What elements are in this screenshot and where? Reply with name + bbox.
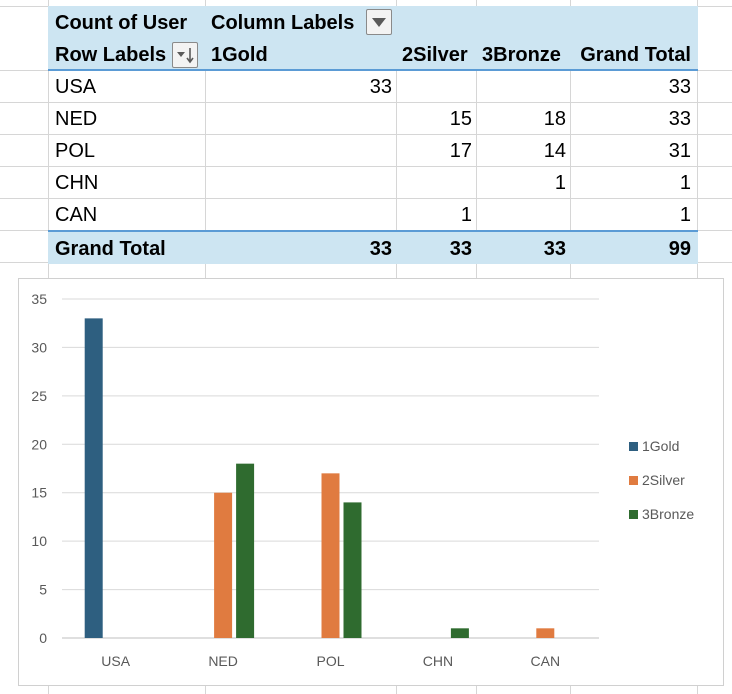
table-row: NED 15 18 33 (48, 102, 698, 134)
x-tick-label: CHN (423, 653, 453, 669)
table-row: CHN 1 1 (48, 166, 698, 198)
grand-total-label[interactable]: Grand Total (55, 238, 166, 260)
cell-gold[interactable] (205, 134, 392, 166)
cell-bronze[interactable] (476, 70, 566, 102)
cell-gold[interactable] (205, 198, 392, 230)
table-row: POL 17 14 31 (48, 134, 698, 166)
legend-swatch (629, 476, 638, 485)
legend-entry: 2Silver (642, 472, 685, 488)
table-row: USA 33 33 (48, 70, 698, 102)
col-header-silver[interactable]: 2Silver (402, 44, 468, 66)
row-label[interactable]: NED (55, 108, 98, 130)
column-labels-header[interactable]: Column Labels (211, 12, 355, 34)
cell-silver[interactable] (396, 166, 472, 198)
grand-total-divider (48, 230, 698, 232)
x-tick-label: POL (316, 653, 344, 669)
cell-gold[interactable]: 33 (369, 76, 392, 98)
row-label[interactable]: USA (55, 76, 97, 98)
x-tick-label: USA (101, 653, 130, 669)
legend-entry: 1Gold (642, 438, 679, 454)
chart-canvas: 0 5 10 15 20 25 30 35 USA NED POL CHN CAN 1Gold 2Silve… (31, 291, 694, 669)
col-header-grand-total[interactable]: Grand Total (580, 44, 691, 66)
cell-bronze[interactable]: 1 (554, 172, 566, 194)
bar-2silver (536, 628, 555, 638)
grand-total-gold[interactable]: 33 (369, 238, 392, 260)
bar-3bronze (236, 463, 255, 638)
cell-gold[interactable] (205, 166, 392, 198)
header-divider (48, 69, 698, 71)
bar-2silver (214, 492, 233, 638)
legend-swatch (629, 510, 638, 519)
bar-2silver (321, 473, 340, 638)
y-tick-label: 20 (31, 436, 47, 452)
row-label[interactable]: POL (55, 140, 96, 162)
y-tick-label: 35 (31, 291, 47, 307)
row-label[interactable]: CAN (55, 204, 98, 226)
grand-total-total[interactable]: 99 (668, 238, 691, 260)
legend-swatch (629, 442, 638, 451)
pivot-chart[interactable]: 0 5 10 15 20 25 30 35 USA NED POL CHN CAN 1Gold 2Silve… (18, 278, 724, 686)
sort-filter-icon (177, 48, 194, 64)
cell-silver[interactable] (396, 70, 472, 102)
y-tick-label: 25 (31, 388, 47, 404)
y-tick-label: 10 (31, 533, 47, 549)
y-tick-label: 15 (31, 485, 47, 501)
cell-bronze[interactable]: 14 (543, 140, 566, 162)
x-tick-label: NED (208, 653, 238, 669)
bar-1gold (84, 318, 103, 638)
bar-3bronze (450, 628, 469, 638)
cell-silver[interactable]: 17 (449, 140, 472, 162)
table-row: CAN 1 1 (48, 198, 698, 230)
bar-3bronze (343, 502, 362, 638)
cell-total[interactable]: 33 (668, 108, 691, 130)
pivot-value-field-label[interactable]: Count of User (55, 12, 188, 34)
legend-entry: 3Bronze (642, 506, 694, 522)
column-labels-filter-button[interactable] (366, 9, 392, 35)
cell-total[interactable]: 1 (679, 204, 691, 226)
cell-total[interactable]: 33 (668, 76, 691, 98)
cell-total[interactable]: 31 (668, 140, 691, 162)
row-label[interactable]: CHN (55, 172, 99, 194)
cell-bronze[interactable] (476, 198, 566, 230)
cell-gold[interactable] (205, 102, 392, 134)
x-tick-label: CAN (531, 653, 561, 669)
pivot-header-row-1: Count of User Column Labels (48, 6, 698, 38)
y-tick-label: 0 (39, 630, 47, 646)
row-labels-header[interactable]: Row Labels (55, 44, 167, 66)
cell-bronze[interactable]: 18 (543, 108, 566, 130)
col-header-bronze[interactable]: 3Bronze (482, 44, 561, 66)
col-header-gold[interactable]: 1Gold (211, 44, 268, 66)
dropdown-arrow-icon (372, 18, 386, 27)
grand-total-silver[interactable]: 33 (449, 238, 472, 260)
y-tick-label: 5 (39, 582, 47, 598)
grand-total-bronze[interactable]: 33 (543, 238, 566, 260)
row-labels-sort-filter-button[interactable] (172, 42, 198, 68)
cell-silver[interactable]: 1 (460, 204, 472, 226)
grand-total-row: Grand Total 33 33 33 99 (48, 232, 698, 264)
y-tick-label: 30 (31, 339, 47, 355)
cell-total[interactable]: 1 (679, 172, 691, 194)
cell-silver[interactable]: 15 (449, 108, 472, 130)
pivot-header-row-2: Row Labels 1Gold 2Silver 3Bronze Grand T… (48, 38, 698, 70)
